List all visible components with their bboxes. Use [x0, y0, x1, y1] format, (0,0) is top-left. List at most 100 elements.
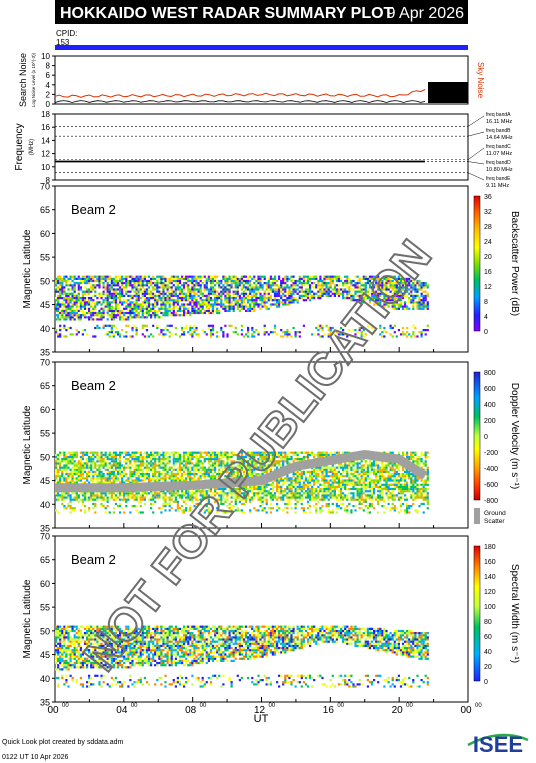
scatter-cell: [152, 470, 155, 473]
scatter-cell: [73, 481, 76, 484]
scatter-cell: [195, 492, 198, 495]
scatter-cell: [267, 279, 270, 283]
scatter-cell: [71, 288, 74, 291]
scatter-cell: [406, 307, 409, 310]
scatter-cell: [133, 462, 136, 465]
scatter-cell: [292, 496, 295, 499]
scatter-cell: [170, 311, 173, 315]
scatter-cell: [385, 277, 388, 280]
scatter-cell: [183, 299, 186, 302]
scatter-cell: [276, 288, 279, 291]
scatter-cell: [139, 473, 142, 476]
scatter-cell: [226, 505, 229, 508]
scatter-cell: [236, 458, 239, 461]
scatter-cell: [123, 492, 126, 495]
scatter-cell: [92, 309, 95, 312]
scatter-cell: [170, 299, 173, 302]
scatter-cell: [154, 492, 157, 495]
scatter-cell: [77, 460, 80, 463]
scatter-cell: [309, 505, 312, 508]
scatter-cell: [247, 455, 250, 459]
scatter-cell: [358, 326, 361, 330]
scatter-cell: [158, 494, 161, 497]
scatter-cell: [205, 451, 208, 454]
scatter-cell: [135, 326, 138, 330]
scatter-cell: [201, 303, 204, 306]
scatter-cell: [230, 453, 233, 456]
scatter-cell: [112, 492, 115, 495]
scatter-cell: [306, 292, 310, 295]
scatter-cell: [387, 305, 390, 308]
scatter-cell: [65, 297, 68, 300]
scatter-cell: [385, 275, 388, 278]
scatter-cell: [232, 297, 235, 300]
scatter-cell: [145, 477, 149, 480]
scatter-cell: [154, 479, 157, 482]
scatter-cell: [123, 288, 126, 291]
scatter-cell: [191, 458, 194, 461]
scatter-cell: [408, 279, 411, 283]
scatter-cell: [57, 316, 60, 319]
scatter-cell: [108, 277, 111, 280]
scatter-cell: [199, 492, 202, 495]
scatter-cell: [218, 494, 221, 497]
scatter-cell: [236, 492, 239, 495]
scatter-cell: [331, 277, 334, 280]
scatter-cell: [362, 290, 365, 293]
scatter-cell: [176, 299, 179, 302]
scatter-cell: [77, 309, 80, 312]
scatter-cell: [81, 311, 84, 315]
scatter-cell: [137, 299, 140, 302]
scatter-cell: [156, 303, 159, 306]
scatter-cell: [135, 492, 138, 495]
scatter-cell: [199, 284, 202, 287]
scatter-cell: [152, 297, 155, 300]
scatter-cell: [209, 511, 213, 514]
scatter-cell: [178, 309, 182, 312]
scatter-cell: [234, 453, 237, 456]
scatter-cell: [143, 496, 146, 499]
scatter-cell: [286, 333, 289, 336]
scatter-cell: [228, 301, 231, 304]
scatter-cell: [416, 292, 419, 295]
scatter-cell: [143, 297, 146, 300]
scatter-cell: [265, 498, 268, 501]
scatter-cell: [276, 483, 279, 486]
scatter-cell: [197, 277, 200, 280]
scatter-cell: [112, 314, 115, 317]
scatter-cell: [214, 464, 217, 467]
scatter-cell: [65, 294, 68, 297]
scatter-cell: [214, 477, 217, 480]
scatter-cell: [131, 494, 134, 497]
scatter-cell: [201, 451, 204, 454]
scatter-cell: [90, 297, 93, 300]
scatter-cell: [201, 492, 204, 495]
scatter-cell: [79, 286, 82, 289]
scatter-cell: [114, 299, 118, 302]
scatter-cell: [282, 277, 285, 280]
scatter-cell: [123, 286, 126, 289]
scatter-cell: [94, 290, 97, 293]
scatter-cell: [156, 309, 159, 312]
scatter-cell: [162, 458, 165, 461]
scatter-cell: [61, 498, 64, 501]
scatter-cell: [139, 277, 142, 280]
scatter-cell: [313, 333, 316, 336]
scatter-cell: [183, 470, 186, 473]
scatter-cell: [249, 487, 252, 491]
scatter-cell: [178, 282, 182, 285]
scatter-cell: [158, 492, 161, 495]
scatter-cell: [168, 309, 171, 312]
scatter-cell: [284, 487, 287, 491]
scale-tick-label: 36: [484, 194, 492, 201]
scatter-cell: [366, 277, 369, 280]
scatter-cell: [222, 284, 225, 287]
scatter-cell: [156, 282, 159, 285]
scatter-cell: [214, 279, 217, 283]
scatter-cell: [125, 479, 128, 482]
scatter-cell: [189, 279, 192, 283]
scatter-cell: [96, 464, 99, 467]
scatter-cell: [100, 498, 103, 501]
scatter-cell: [176, 451, 179, 454]
scatter-cell: [83, 314, 87, 317]
